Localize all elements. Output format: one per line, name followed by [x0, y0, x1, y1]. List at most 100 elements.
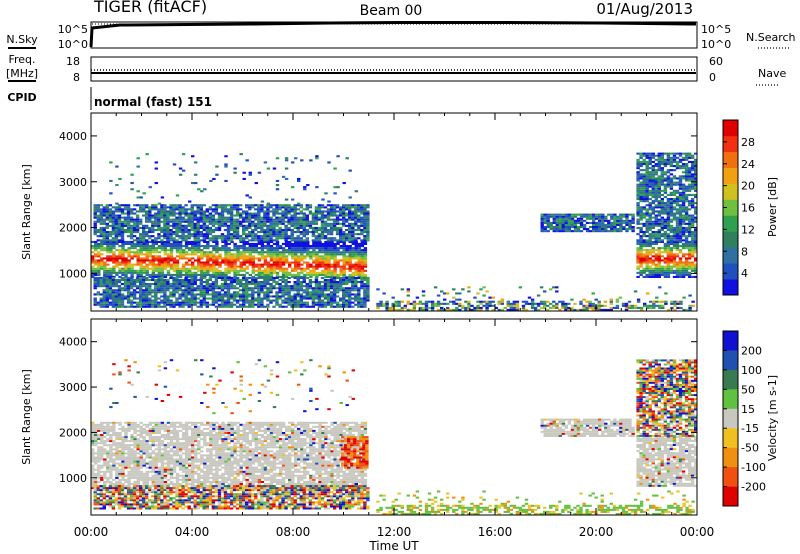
data-cell [679, 300, 683, 303]
data-cell [229, 233, 234, 236]
data-cell [308, 305, 313, 308]
data-cell [651, 251, 655, 254]
data-cell [139, 295, 143, 298]
data-cell [315, 261, 319, 264]
data-cell [639, 261, 643, 264]
data-cell [105, 305, 109, 308]
data-cell [220, 237, 225, 240]
data-cell [622, 221, 626, 224]
data-cell [226, 305, 231, 308]
data-cell [512, 306, 517, 309]
data-cell [648, 233, 652, 236]
data-cell [235, 237, 240, 240]
data-cell [148, 210, 152, 213]
data-cell [281, 235, 285, 238]
data-cell [598, 217, 602, 220]
data-cell [130, 255, 134, 258]
data-cell [278, 265, 283, 268]
data-cell [139, 259, 143, 262]
data-cell [631, 230, 635, 233]
data-cell [160, 231, 164, 234]
data-cell [163, 285, 167, 288]
data-cell [287, 303, 291, 306]
data-cell [136, 251, 140, 254]
data-cell [281, 281, 285, 284]
data-cell [278, 291, 282, 294]
data-cell [530, 304, 535, 307]
data-cell [305, 218, 309, 221]
data-cell [406, 290, 410, 293]
data-cell [227, 249, 231, 252]
data-cell [239, 261, 243, 264]
data-cell [106, 271, 110, 274]
data-cell [314, 231, 319, 234]
data-cell [654, 273, 658, 276]
data-cell [648, 167, 652, 170]
data-cell [260, 301, 264, 304]
data-cell [214, 226, 219, 229]
data-cell [672, 269, 677, 272]
data-cell [211, 214, 216, 217]
data-cell [636, 171, 640, 174]
data-cell [360, 210, 364, 213]
data-cell [345, 218, 349, 221]
data-cell [636, 158, 640, 161]
data-cell [329, 218, 334, 221]
data-cell [129, 295, 134, 298]
data-cell [139, 208, 143, 211]
data-cell [242, 229, 246, 232]
data-cell [366, 281, 370, 284]
data-cell [275, 293, 279, 296]
data-cell [196, 297, 200, 300]
data-cell [105, 235, 109, 238]
data-cell [269, 263, 274, 266]
data-cell [209, 179, 213, 182]
data-cell [230, 265, 234, 268]
data-cell [324, 247, 328, 250]
data-cell [229, 283, 234, 286]
data-cell [272, 271, 277, 274]
data-cell [217, 222, 222, 225]
data-cell [111, 214, 116, 217]
data-cell [305, 293, 309, 296]
data-cell [324, 265, 328, 268]
data-cell [335, 218, 340, 221]
data-cell [687, 255, 692, 258]
data-cell [260, 273, 265, 276]
data-cell [99, 212, 103, 215]
data-cell [309, 247, 313, 250]
data-cell [214, 295, 219, 298]
data-cell [172, 226, 176, 229]
data-cell [136, 165, 140, 168]
data-cell [314, 226, 319, 229]
data-cell [97, 267, 101, 270]
data-cell [278, 263, 283, 266]
data-cell [342, 283, 346, 286]
data-cell [595, 213, 599, 216]
data-cell [166, 231, 170, 234]
data-cell [636, 191, 640, 194]
data-cell [121, 261, 125, 264]
data-cell [642, 187, 646, 190]
data-cell [172, 259, 177, 262]
data-cell [639, 218, 643, 221]
data-cell [148, 216, 152, 219]
data-cell [160, 249, 165, 252]
data-cell [339, 278, 343, 281]
data-cell [175, 204, 179, 207]
data-cell [287, 210, 291, 213]
data-cell [579, 230, 584, 233]
data-cell [315, 257, 319, 260]
data-cell [193, 293, 197, 296]
data-cell [251, 231, 255, 234]
data-cell [317, 301, 322, 304]
data-cell [561, 221, 566, 224]
data-cell [269, 267, 274, 270]
data-cell [117, 233, 122, 236]
data-cell [163, 278, 167, 281]
data-cell [639, 249, 643, 252]
data-cell [654, 216, 658, 219]
data-cell [190, 208, 194, 211]
data-cell [582, 226, 587, 229]
data-cell [127, 249, 131, 252]
